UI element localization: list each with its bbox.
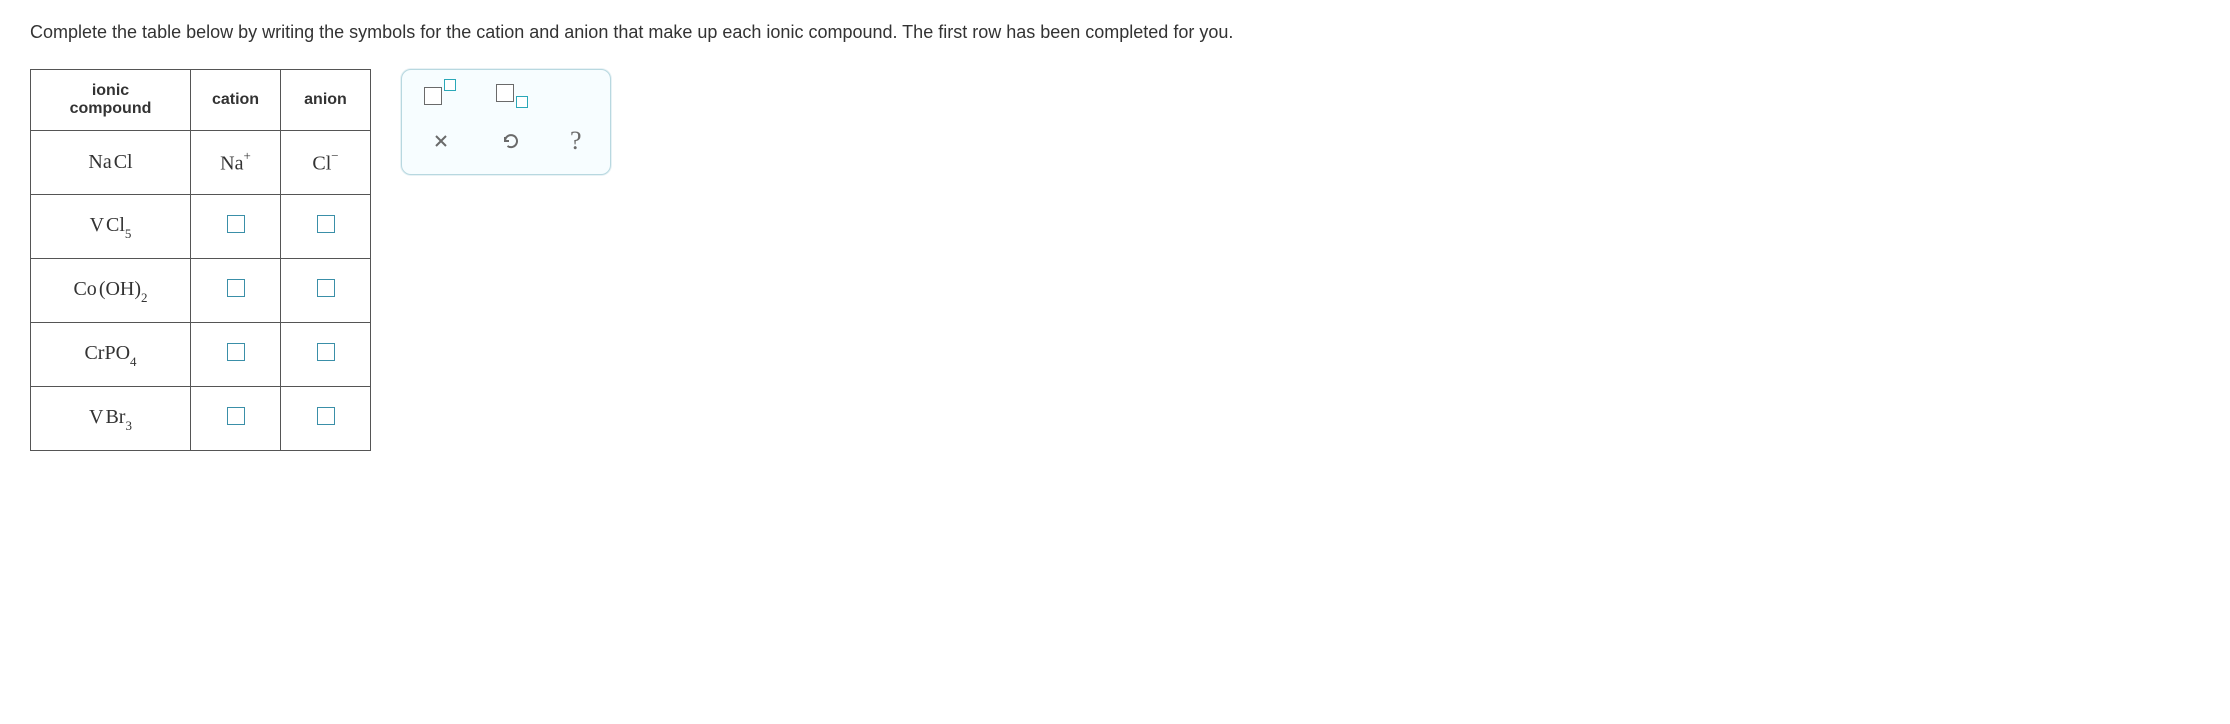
formula-part: V <box>90 214 104 236</box>
anion-input[interactable] <box>317 407 335 425</box>
cation-input[interactable] <box>227 279 245 297</box>
cation-cell <box>191 195 281 259</box>
content-row: ionic compound cation anion NaClNa+Cl−VC… <box>30 69 2200 451</box>
header-cation: cation <box>191 70 281 131</box>
subscript-icon <box>516 96 528 108</box>
square-icon <box>424 87 442 105</box>
table-row: VCl5 <box>31 195 371 259</box>
table-row: NaClNa+Cl− <box>31 131 371 195</box>
anion-cell <box>281 323 371 387</box>
formula-part: V <box>89 406 103 428</box>
anion-cell <box>281 259 371 323</box>
cation-cell <box>191 323 281 387</box>
formula-part: Na <box>88 151 111 173</box>
header-compound: ionic compound <box>31 70 191 131</box>
table-row: CrPO4 <box>31 323 371 387</box>
table-body: NaClNa+Cl−VCl5Co(OH)2CrPO4VBr3 <box>31 131 371 451</box>
control-row: ? <box>424 126 588 156</box>
cation-input[interactable] <box>227 215 245 233</box>
superscript-icon <box>444 79 456 91</box>
ion-base: Cl <box>312 153 331 175</box>
close-icon <box>433 133 449 149</box>
anion-input[interactable] <box>317 215 335 233</box>
formula-part: Br <box>105 406 125 428</box>
cation-cell: Na+ <box>191 131 281 195</box>
format-row <box>424 84 588 108</box>
cation-input[interactable] <box>227 343 245 361</box>
compound-cell: CrPO4 <box>31 323 191 387</box>
undo-icon <box>501 131 521 151</box>
formula-part: Cl <box>114 151 133 173</box>
formula-subscript: 3 <box>125 418 132 433</box>
formula-part: (OH) <box>99 278 141 300</box>
anion-input[interactable] <box>317 279 335 297</box>
help-button[interactable]: ? <box>570 126 582 156</box>
ion-charge: + <box>243 148 250 163</box>
superscript-button[interactable] <box>424 87 456 105</box>
ion-base: Na <box>220 153 243 175</box>
cation-cell <box>191 387 281 451</box>
ion-charge: − <box>331 148 338 163</box>
formula-subscript: 4 <box>130 354 137 369</box>
cation-cell <box>191 259 281 323</box>
anion-cell <box>281 387 371 451</box>
formula-part: CrPO <box>84 342 130 364</box>
anion-cell <box>281 195 371 259</box>
reset-button[interactable] <box>500 130 522 152</box>
header-anion: anion <box>281 70 371 131</box>
compound-cell: NaCl <box>31 131 191 195</box>
anion-input[interactable] <box>317 343 335 361</box>
anion-cell: Cl− <box>281 131 371 195</box>
subscript-button[interactable] <box>496 84 528 108</box>
formula-part: Cl <box>106 214 125 236</box>
square-icon <box>496 84 514 102</box>
compound-cell: VCl5 <box>31 195 191 259</box>
formatting-tool-panel: ? <box>401 69 611 175</box>
formula-subscript: 5 <box>125 226 132 241</box>
formula-subscript: 2 <box>141 290 148 305</box>
ionic-compound-table: ionic compound cation anion NaClNa+Cl−VC… <box>30 69 371 451</box>
table-row: Co(OH)2 <box>31 259 371 323</box>
compound-cell: VBr3 <box>31 387 191 451</box>
compound-cell: Co(OH)2 <box>31 259 191 323</box>
table-row: VBr3 <box>31 387 371 451</box>
instruction-text: Complete the table below by writing the … <box>30 20 2200 45</box>
cation-input[interactable] <box>227 407 245 425</box>
clear-button[interactable] <box>430 130 452 152</box>
formula-part: Co <box>73 278 96 300</box>
